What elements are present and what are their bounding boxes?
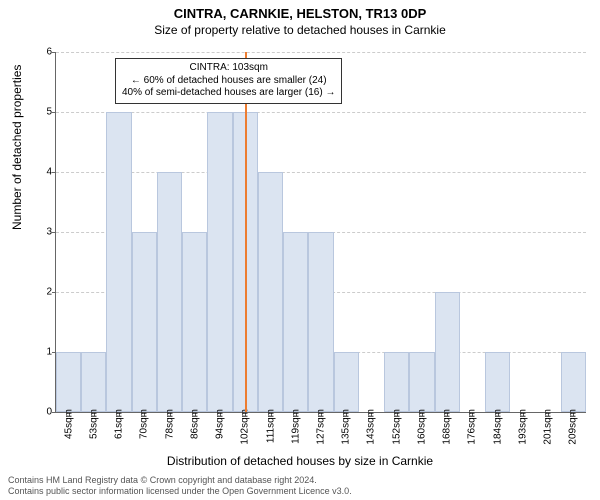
xtick-label: 160sqm (416, 409, 427, 445)
bar (409, 352, 434, 412)
y-axis-label: Number of detached properties (10, 65, 24, 230)
xtick-label: 201sqm (543, 409, 554, 445)
xtick-label: 168sqm (442, 409, 453, 445)
xtick-label: 127sqm (316, 409, 327, 445)
bar (561, 352, 586, 412)
xtick-label: 135sqm (341, 409, 352, 445)
xtick-label: 111sqm (265, 409, 276, 443)
gridline (56, 52, 586, 53)
chart-title: CINTRA, CARNKIE, HELSTON, TR13 0DP (0, 0, 600, 21)
xtick-label: 184sqm (492, 409, 503, 445)
ytick-mark (52, 52, 56, 53)
xtick-label: 152sqm (391, 409, 402, 445)
chart-area: 012345645sqm53sqm61sqm70sqm78sqm86sqm94s… (55, 52, 585, 412)
bar (132, 232, 157, 412)
xtick-label: 143sqm (366, 409, 377, 445)
gridline (56, 112, 586, 113)
xtick-label: 53sqm (88, 409, 99, 439)
footer: Contains HM Land Registry data © Crown c… (8, 475, 592, 496)
ytick-label: 3 (34, 227, 52, 238)
xtick-label: 45sqm (63, 409, 74, 439)
gridline (56, 172, 586, 173)
xtick-label: 176sqm (467, 409, 478, 445)
footer-line1: Contains HM Land Registry data © Crown c… (8, 475, 592, 485)
ytick-mark (52, 292, 56, 293)
ytick-label: 4 (34, 167, 52, 178)
bar (81, 352, 106, 412)
reference-line (245, 52, 247, 412)
bar (207, 112, 232, 412)
ytick-mark (52, 172, 56, 173)
chart-subtitle: Size of property relative to detached ho… (0, 21, 600, 37)
xtick-label: 209sqm (568, 409, 579, 445)
ytick-label: 5 (34, 107, 52, 118)
ytick-mark (52, 112, 56, 113)
bar (485, 352, 510, 412)
x-axis-label: Distribution of detached houses by size … (0, 454, 600, 468)
xtick-label: 193sqm (517, 409, 528, 445)
chart-container: CINTRA, CARNKIE, HELSTON, TR13 0DP Size … (0, 0, 600, 500)
annotation-box: CINTRA: 103sqm ← 60% of detached houses … (115, 58, 342, 104)
bar (308, 232, 333, 412)
annotation-line2: ← 60% of detached houses are smaller (24… (122, 75, 335, 88)
xtick-label: 94sqm (215, 409, 226, 439)
bar (182, 232, 207, 412)
xtick-label: 119sqm (290, 409, 301, 444)
ytick-label: 0 (34, 407, 52, 418)
annotation-line1: CINTRA: 103sqm (122, 62, 335, 75)
bar (258, 172, 283, 412)
xtick-label: 78sqm (164, 409, 175, 439)
annotation-line3: 40% of semi-detached houses are larger (… (122, 87, 335, 100)
footer-line2: Contains public sector information licen… (8, 486, 592, 496)
ytick-mark (52, 232, 56, 233)
xtick-label: 86sqm (189, 409, 200, 439)
ytick-mark (52, 412, 56, 413)
xtick-label: 61sqm (114, 409, 125, 439)
bar (106, 112, 131, 412)
bar (56, 352, 81, 412)
ytick-label: 2 (34, 287, 52, 298)
ytick-label: 6 (34, 47, 52, 58)
bar (435, 292, 460, 412)
bar (384, 352, 409, 412)
ytick-label: 1 (34, 347, 52, 358)
xtick-label: 102sqm (240, 409, 251, 445)
bar (283, 232, 308, 412)
xtick-label: 70sqm (139, 409, 150, 439)
bar (334, 352, 359, 412)
plot: 012345645sqm53sqm61sqm70sqm78sqm86sqm94s… (55, 52, 586, 413)
bar (157, 172, 182, 412)
